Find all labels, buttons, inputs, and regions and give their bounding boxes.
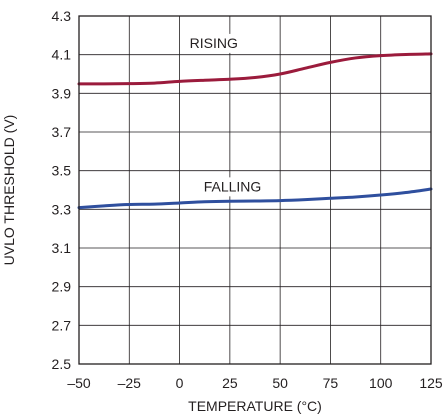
series-label-falling: FALLING [204,178,262,194]
y-tick-label: 4.1 [52,47,72,63]
y-tick-label: 3.9 [52,85,72,101]
y-tick-label: 3.5 [52,163,72,179]
y-tick-label: 4.3 [52,8,72,24]
x-tick-label: 125 [419,375,443,391]
series-layer [77,52,433,210]
series-label-bg [198,177,275,197]
series-label-rising: RISING [190,35,238,51]
y-tick-label: 2.5 [52,356,72,372]
series-line-falling [77,187,433,210]
x-tick-label: 50 [272,375,288,391]
series-labels: RISING FALLING [184,33,275,197]
y-tick-label: 2.9 [52,279,72,295]
x-tick-labels: –50 –25 0 25 50 75 100 125 [67,375,443,391]
series-line-rising [77,52,433,86]
x-tick-label: –50 [67,375,91,391]
plot-area-frame [78,15,432,365]
x-tick-label: 0 [176,375,184,391]
x-tick-label: –25 [118,375,142,391]
series-label-bg [184,33,252,53]
y-tick-label: 2.7 [52,317,72,333]
x-tick-label: 100 [369,375,393,391]
y-tick-label: 3.3 [52,201,72,217]
x-axis-title: TEMPERATURE (°C) [188,398,322,414]
x-tick-label: 75 [323,375,339,391]
y-axis-title: UVLO THRESHOLD (V) [1,115,17,266]
y-tick-label: 3.1 [52,240,72,256]
x-tick-label: 25 [222,375,238,391]
y-tick-labels: 2.5 2.7 2.9 3.1 3.3 3.5 3.7 3.9 4.1 4.3 [52,8,72,372]
y-tick-label: 3.7 [52,124,72,140]
